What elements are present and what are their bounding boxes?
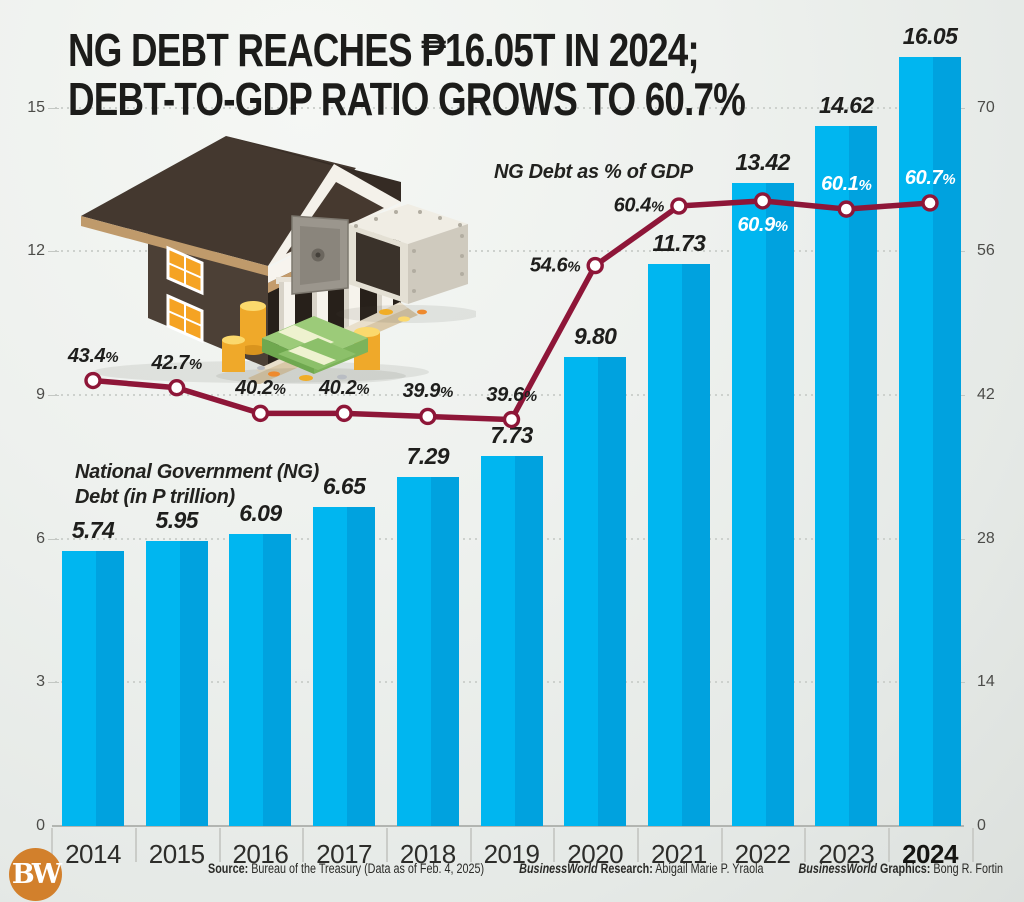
category-separator (804, 828, 807, 862)
left-axis-label: 3 (36, 673, 45, 691)
gridline (55, 681, 952, 684)
right-axis-tick (954, 682, 965, 684)
category-separator (637, 828, 640, 862)
right-axis-label: 14 (977, 673, 995, 691)
research-credit: BusinessWorld Research: Abigail Marie P.… (519, 861, 764, 876)
line-marker (921, 194, 939, 212)
right-axis-label: 70 (977, 98, 995, 116)
debt-bar (731, 183, 794, 826)
debt-bar (313, 507, 376, 826)
left-axis-tick (48, 682, 59, 684)
right-axis-label: 28 (977, 529, 995, 547)
bar-value-label: 5.95 (155, 506, 199, 533)
right-axis-label: 42 (977, 385, 995, 403)
line-marker (251, 404, 270, 423)
pct-value-label: 60.1% (821, 173, 872, 196)
bar-value-label: 6.65 (322, 473, 366, 500)
bar-value-label: 16.05 (902, 23, 958, 50)
debt-bar (899, 57, 961, 826)
pct-value-label: 60.9% (737, 213, 788, 236)
pct-value-label: 54.6% (529, 254, 581, 277)
bank-illustration: BANK (81, 136, 476, 384)
bar-value-label: 9.80 (574, 322, 617, 349)
bar-series-label: National Government (NG) Debt (in P tril… (75, 461, 319, 508)
left-axis-label: 15 (27, 98, 45, 116)
line-marker (670, 197, 688, 215)
left-axis-label: 9 (36, 385, 45, 403)
debt-bar (62, 551, 124, 826)
bar-value-label: 13.42 (735, 149, 790, 176)
debt-bar (145, 540, 208, 826)
bar-value-label: 11.73 (652, 230, 706, 257)
gridline (55, 393, 952, 396)
debt-bar (815, 125, 878, 826)
source-credit: Source: Bureau of the Treasury (Data as … (208, 861, 485, 876)
line-marker (335, 404, 353, 423)
footer-credits: Source: Bureau of the Treasury (Data as … (208, 861, 1024, 876)
bar-value-label: 5.74 (71, 517, 115, 544)
category-separator (385, 828, 388, 862)
x-axis-year-label: 2015 (148, 839, 205, 869)
right-axis-tick (954, 251, 965, 253)
category-separator (469, 828, 472, 862)
left-axis-tick (48, 394, 59, 396)
line-marker (419, 407, 437, 426)
left-axis-tick (48, 107, 59, 109)
pct-value-label: 60.4% (613, 194, 665, 217)
category-separator (218, 828, 221, 862)
graphics-credit: BusinessWorld Graphics: Bong R. Fortin (798, 861, 1003, 876)
right-axis-label: 0 (977, 817, 986, 834)
category-separator (134, 828, 137, 862)
debt-bar (647, 264, 710, 826)
x-axis-baseline (52, 825, 964, 827)
x-axis-year-label: 2014 (65, 839, 121, 869)
gridline (55, 537, 952, 540)
category-separator (888, 828, 891, 862)
chart-title: NG DEBT REACHES ₱16.05T IN 2024; DEBT-TO… (68, 24, 746, 125)
line-marker (837, 200, 855, 218)
category-separator (720, 828, 723, 862)
right-axis-tick (954, 538, 965, 540)
left-axis-label: 12 (27, 242, 45, 260)
right-axis-label: 56 (977, 242, 995, 260)
logo-text: BW (11, 859, 62, 890)
category-separator (553, 828, 556, 862)
left-axis-label: 6 (36, 529, 45, 547)
line-marker (753, 192, 772, 210)
line-series-label: NG Debt as % of GDP (494, 161, 693, 183)
right-axis-tick (954, 107, 965, 109)
category-separator (971, 828, 974, 862)
debt-bar (229, 534, 292, 826)
bar-value-label: 14.62 (819, 91, 874, 118)
pct-value-label: 39.6% (486, 383, 537, 406)
right-axis-tick (954, 394, 965, 396)
line-marker (502, 410, 521, 429)
category-separator (302, 828, 305, 862)
debt-bar (396, 476, 459, 826)
left-axis-label: 0 (36, 817, 45, 834)
bar-value-label: 7.73 (490, 421, 533, 448)
debt-bar (564, 356, 627, 826)
pct-value-label: 60.7% (904, 166, 956, 189)
line-marker (586, 256, 604, 275)
bar-value-label: 7.29 (406, 442, 450, 469)
left-axis-tick (48, 538, 59, 540)
businessworld-logo: BW (9, 848, 62, 901)
debt-bar (480, 455, 543, 826)
